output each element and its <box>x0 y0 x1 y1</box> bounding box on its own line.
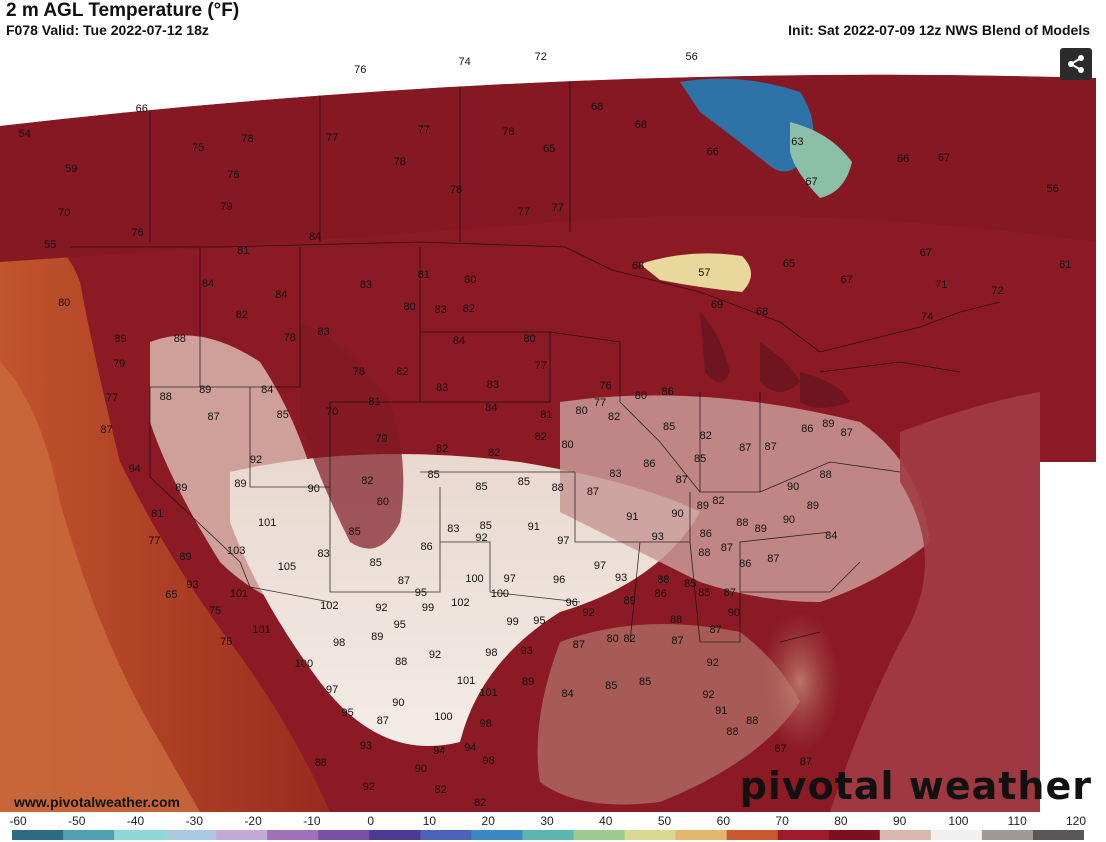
share-button[interactable] <box>1060 48 1092 80</box>
southeast-land <box>560 395 930 602</box>
colorbar-segment <box>624 830 677 840</box>
rockies <box>300 322 404 549</box>
colorbar-scale <box>12 830 1084 840</box>
colorbar-segment <box>981 830 1034 840</box>
colorbar-segment <box>216 830 268 840</box>
colorbar-tick-label: 30 <box>540 814 554 828</box>
colorbar-tick-label: 0 <box>367 814 374 828</box>
hudson-bay <box>680 78 814 172</box>
colorbar-segment <box>675 830 728 840</box>
colorbar-tick-label: 70 <box>775 814 789 828</box>
colorbar-ticks: -60 -50 -40 -30 -20 -10 0 10 20 30 40 50 60 70 80 90 100… <box>0 812 1106 828</box>
colorbar-tick-label: 100 <box>948 814 969 828</box>
colorbar-tick-label: 40 <box>599 814 613 828</box>
colorbar-tick-label: -10 <box>303 814 321 828</box>
colorbar-tick-label: -20 <box>244 814 262 828</box>
borders <box>70 74 1001 643</box>
atlantic-ocean <box>830 392 1040 812</box>
site-url: www.pivotalweather.com <box>14 794 180 810</box>
colorbar-segment <box>828 830 881 840</box>
colorbar-segment <box>63 830 115 840</box>
james-bay-water <box>790 122 852 198</box>
colorbar-segment <box>573 830 626 840</box>
pacific-far <box>0 362 200 812</box>
map-title: 2 m AGL Temperature (°F) <box>6 0 240 21</box>
colorbar-segment <box>522 830 575 840</box>
colorbar-segment <box>12 830 64 840</box>
colorbar-tick-label: -30 <box>185 814 203 828</box>
colorbar-tick-label: -40 <box>126 814 145 828</box>
colorbar-segment <box>114 830 166 840</box>
map-header: 2 m AGL Temperature (°F) F078 Valid: Tue… <box>0 0 1106 42</box>
colorbar-tick-label: 80 <box>834 814 848 828</box>
great-lakes <box>700 312 850 408</box>
colorbar-tick-label: 50 <box>657 814 672 828</box>
northern-canada <box>0 74 1096 262</box>
colorbar-segment <box>420 830 472 840</box>
colorbar-segment <box>267 830 319 840</box>
colorbar-segment <box>471 830 523 840</box>
colorbar-tick-label: -50 <box>68 814 86 828</box>
colorbar-segment <box>777 830 830 840</box>
colorbar-segment <box>165 830 217 840</box>
colorbar-tick-label: 110 <box>1007 814 1027 828</box>
init-time: Init: Sat 2022-07-09 12z NWS Blend of Mo… <box>788 22 1090 38</box>
colorbar-tick-label: 90 <box>892 814 907 828</box>
share-icon <box>1068 55 1084 73</box>
gulf-of-mexico <box>537 624 800 805</box>
colorbar: -60 -50 -40 -30 -20 -10 0 10 20 30 40 50 60 70 80 90 100… <box>0 812 1106 842</box>
brand-logo: pivotal weather <box>739 764 1092 808</box>
colorbar-tick-label: 20 <box>481 814 495 828</box>
colorbar-tick-label: 10 <box>422 814 437 828</box>
colorbar-tick-label: 120 <box>1065 814 1087 828</box>
temperature-map: 54 66 59 70 55 76 75 78 76 79 81 84 77 78 77 78 76 74 72 78… <box>0 42 1106 812</box>
valid-time: F078 Valid: Tue 2022-07-12 18z <box>6 22 209 38</box>
colorbar-tick-label: -60 <box>9 814 27 828</box>
colorbar-segment <box>1032 830 1084 840</box>
colorbar-segment <box>726 830 779 840</box>
colorbar-segment <box>930 830 983 840</box>
colorbar-segment <box>369 830 421 840</box>
colorbar-segment <box>879 830 932 840</box>
colorbar-segment <box>318 830 370 840</box>
lake-superior <box>640 253 751 292</box>
colorbar-tick-label: 60 <box>716 814 731 828</box>
map-canvas <box>0 74 1096 812</box>
